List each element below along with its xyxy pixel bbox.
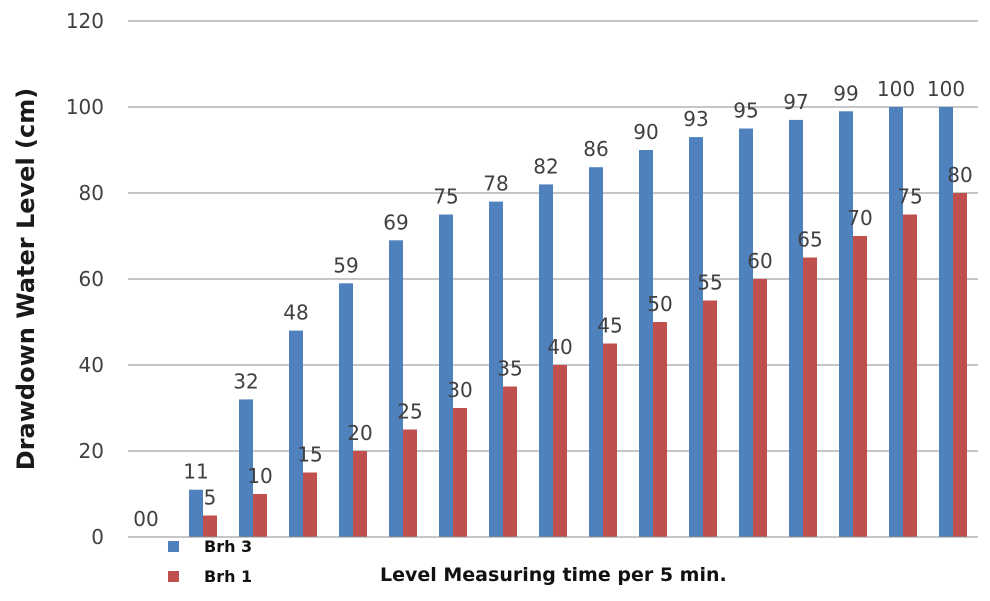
y-axis-ticks: 0 20 40 60 80 100 120 <box>66 9 104 549</box>
bar-brh1 <box>703 300 717 537</box>
data-label: 75 <box>433 185 458 209</box>
bar-brh3 <box>739 128 753 537</box>
bar-brh3 <box>889 107 903 537</box>
y-axis-label: Drawdown Water Level (cm) <box>12 88 40 470</box>
bar-brh3 <box>839 111 853 538</box>
bar-brh3 <box>239 399 253 537</box>
bar-brh1 <box>803 257 817 537</box>
bar-brh3 <box>489 201 503 537</box>
data-label: 69 <box>383 210 408 234</box>
x-axis-label: Level Measuring time per 5 min. <box>380 564 727 586</box>
bar-brh1 <box>203 515 217 537</box>
data-label: 11 <box>183 460 208 484</box>
data-label: 55 <box>697 271 722 295</box>
legend-label-brh3: Brh 3 <box>204 537 252 556</box>
data-labels: 00 11 32 48 59 69 75 78 82 86 90 93 95 97 99 100 100 5 10 1… <box>133 77 972 531</box>
bar-brh3 <box>289 330 303 537</box>
bar-brh3 <box>939 107 953 537</box>
bar-brh1 <box>653 322 667 537</box>
bar-brh1 <box>903 214 917 537</box>
data-label: 35 <box>497 357 522 381</box>
data-label: 40 <box>547 335 572 359</box>
bar-brh3 <box>189 489 203 537</box>
data-label: 70 <box>847 206 872 230</box>
bar-brh1 <box>453 408 467 537</box>
bar-brh3 <box>639 150 653 537</box>
data-label: 65 <box>797 228 822 252</box>
bar-brh1 <box>753 279 767 537</box>
legend: Brh 3 Brh 1 <box>168 537 252 586</box>
data-label: 93 <box>683 107 708 131</box>
data-label: 50 <box>647 292 672 316</box>
data-label: 59 <box>333 253 358 277</box>
data-label: 95 <box>733 99 758 123</box>
data-label: 100 <box>877 77 915 101</box>
legend-label-brh1: Brh 1 <box>204 567 252 586</box>
bar-brh1 <box>603 343 617 537</box>
data-label: 100 <box>927 77 965 101</box>
data-label: 45 <box>597 314 622 338</box>
bar-brh3 <box>689 137 703 537</box>
bar-brh3 <box>539 184 553 537</box>
bar-brh1 <box>953 193 967 537</box>
bar-brh1 <box>403 429 417 537</box>
y-tick-label: 60 <box>79 267 104 291</box>
bar-brh1 <box>503 386 517 537</box>
bar-brh1 <box>353 451 367 537</box>
bars <box>189 107 967 538</box>
legend-swatch-brh3 <box>168 541 179 552</box>
data-label: 00 <box>133 507 158 531</box>
data-label: 90 <box>633 120 658 144</box>
data-label: 5 <box>204 486 217 510</box>
bar-brh3 <box>389 240 403 538</box>
data-label: 20 <box>347 421 372 445</box>
data-label: 75 <box>897 185 922 209</box>
legend-swatch-brh1 <box>168 571 179 582</box>
data-label: 15 <box>297 443 322 467</box>
data-label: 78 <box>483 172 508 196</box>
data-label: 80 <box>947 163 972 187</box>
data-label: 30 <box>447 378 472 402</box>
bar-brh1 <box>853 236 867 537</box>
data-label: 32 <box>233 369 258 393</box>
data-label: 86 <box>583 137 608 161</box>
bar-brh1 <box>553 365 567 537</box>
bar-brh3 <box>339 283 353 537</box>
data-label: 99 <box>833 81 858 105</box>
bar-brh3 <box>589 167 603 537</box>
data-label: 10 <box>247 464 272 488</box>
bar-brh1 <box>303 472 317 537</box>
y-tick-label: 80 <box>79 181 104 205</box>
y-tick-label: 120 <box>66 9 104 33</box>
bar-brh1 <box>253 494 267 537</box>
bar-brh3 <box>439 214 453 537</box>
data-label: 82 <box>533 154 558 178</box>
data-label: 60 <box>747 249 772 273</box>
y-tick-label: 20 <box>79 439 104 463</box>
data-label: 97 <box>783 90 808 114</box>
bar-brh3 <box>789 119 803 538</box>
y-tick-label: 0 <box>91 525 104 549</box>
data-label: 48 <box>283 301 308 325</box>
y-tick-label: 40 <box>79 353 104 377</box>
data-label: 25 <box>397 400 422 424</box>
y-tick-label: 100 <box>66 95 104 119</box>
